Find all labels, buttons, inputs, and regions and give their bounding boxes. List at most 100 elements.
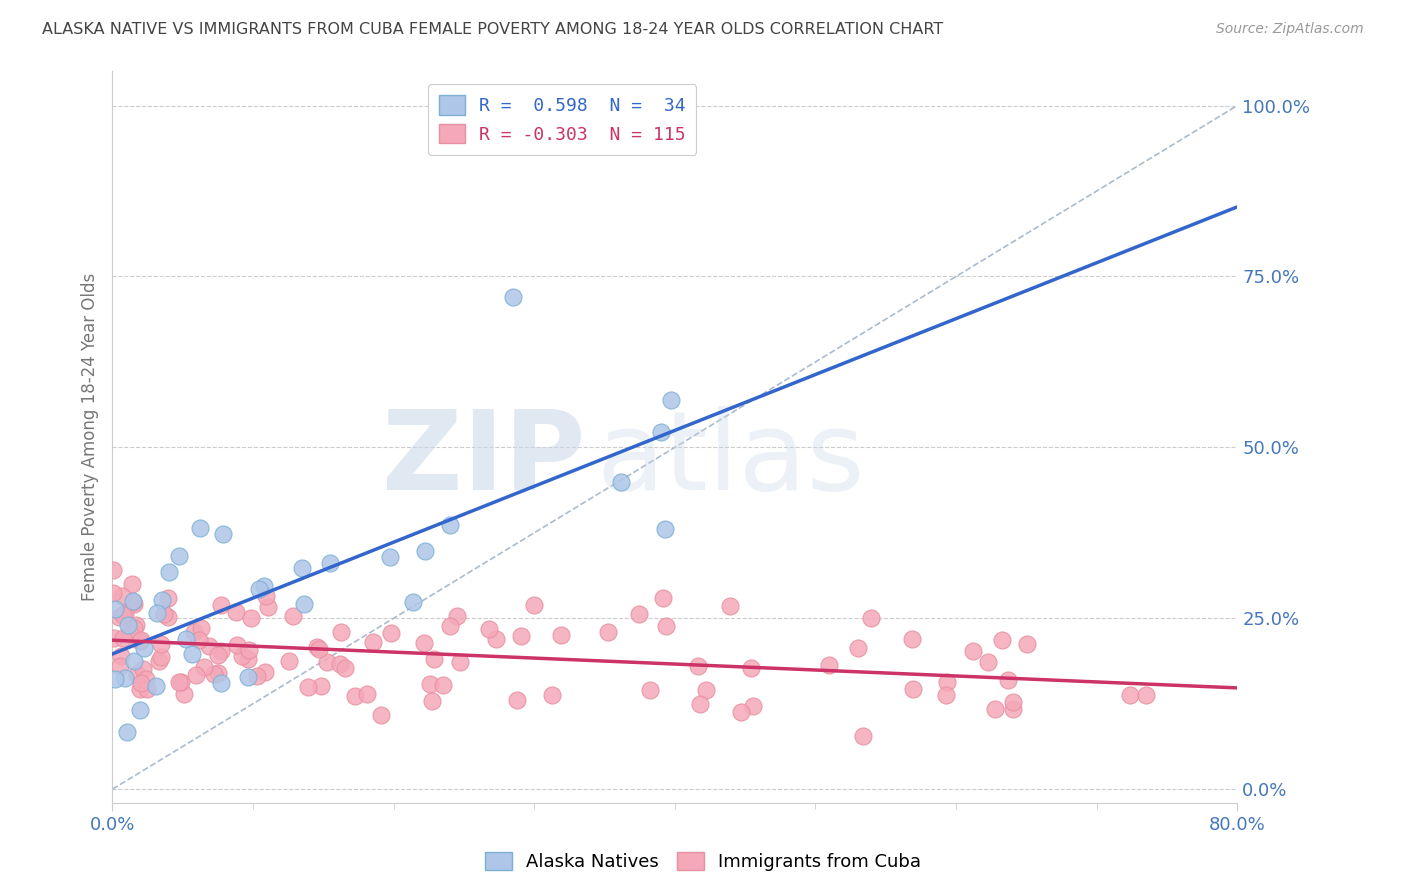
Point (183, 624, 205, 639)
Point (131, 632, 153, 647)
Point (361, 635, 384, 649)
Point (128, 682, 150, 697)
Point (167, 549, 190, 563)
Point (190, 621, 212, 635)
Point (211, 526, 233, 541)
Point (419, 677, 441, 691)
Point (104, 601, 127, 615)
Point (695, 682, 717, 697)
Point (124, 597, 146, 611)
Point (207, 666, 229, 681)
Point (247, 582, 270, 597)
Point (209, 676, 232, 690)
Point (309, 679, 332, 693)
Point (129, 703, 152, 717)
Point (852, 729, 875, 743)
Point (423, 652, 446, 666)
Text: ALASKA NATIVE VS IMMIGRANTS FROM CUBA FEMALE POVERTY AMONG 18-24 YEAR OLDS CORRE: ALASKA NATIVE VS IMMIGRANTS FROM CUBA FE… (42, 22, 943, 37)
Point (984, 701, 1007, 715)
Point (128, 633, 150, 648)
Point (124, 621, 146, 635)
Point (156, 609, 179, 624)
Point (103, 672, 125, 686)
Point (125, 667, 148, 681)
Point (550, 628, 572, 642)
Point (209, 598, 232, 612)
Point (246, 669, 269, 683)
Point (817, 658, 839, 673)
Point (117, 618, 139, 632)
Point (108, 609, 131, 624)
Point (118, 622, 141, 636)
Point (654, 522, 676, 536)
Point (254, 665, 277, 679)
Point (1015, 637, 1038, 651)
Point (121, 594, 143, 608)
Point (110, 649, 132, 664)
Point (124, 655, 146, 669)
Point (150, 592, 173, 607)
Point (256, 600, 278, 615)
Point (541, 688, 564, 702)
Point (101, 585, 124, 599)
Point (901, 681, 924, 696)
Y-axis label: Female Poverty Among 18-24 Year Olds: Female Poverty Among 18-24 Year Olds (80, 273, 98, 601)
Point (145, 679, 167, 693)
Point (238, 652, 260, 666)
Point (485, 632, 508, 646)
Point (420, 694, 443, 708)
Point (111, 631, 134, 645)
Point (935, 675, 957, 690)
Point (686, 659, 709, 673)
Point (319, 556, 342, 570)
Point (226, 638, 249, 652)
Point (478, 622, 501, 636)
Point (742, 699, 765, 714)
Point (188, 521, 211, 535)
Point (150, 637, 173, 651)
Legend: R =  0.598  N =  34, R = -0.303  N = 115: R = 0.598 N = 34, R = -0.303 N = 115 (429, 84, 696, 154)
Point (502, 290, 524, 304)
Point (415, 544, 437, 558)
Point (627, 607, 650, 621)
Point (402, 595, 425, 609)
Point (103, 563, 125, 577)
Point (238, 643, 260, 657)
Point (153, 607, 176, 622)
Point (124, 617, 146, 632)
Point (231, 649, 253, 664)
Point (329, 624, 352, 639)
Point (1135, 688, 1157, 702)
Point (111, 608, 134, 623)
Point (115, 725, 138, 739)
Point (148, 654, 170, 668)
Point (1119, 689, 1142, 703)
Point (193, 660, 215, 674)
Point (370, 708, 392, 723)
Point (1001, 702, 1024, 716)
Point (718, 599, 741, 613)
Point (297, 680, 319, 694)
Point (380, 626, 402, 640)
Point (976, 655, 998, 669)
Point (344, 689, 367, 703)
Point (114, 607, 136, 621)
Point (188, 633, 211, 648)
Point (652, 591, 675, 605)
Point (167, 675, 190, 690)
Point (610, 475, 633, 489)
Point (121, 577, 143, 591)
Point (740, 661, 762, 675)
Point (689, 697, 711, 711)
Point (129, 675, 152, 690)
Text: Source: ZipAtlas.com: Source: ZipAtlas.com (1216, 22, 1364, 37)
Point (446, 608, 468, 623)
Point (136, 682, 159, 697)
Point (103, 631, 125, 645)
Point (108, 659, 131, 673)
Point (329, 657, 352, 672)
Point (156, 591, 179, 605)
Text: atlas: atlas (596, 406, 865, 513)
Point (239, 611, 262, 625)
Point (290, 560, 312, 574)
